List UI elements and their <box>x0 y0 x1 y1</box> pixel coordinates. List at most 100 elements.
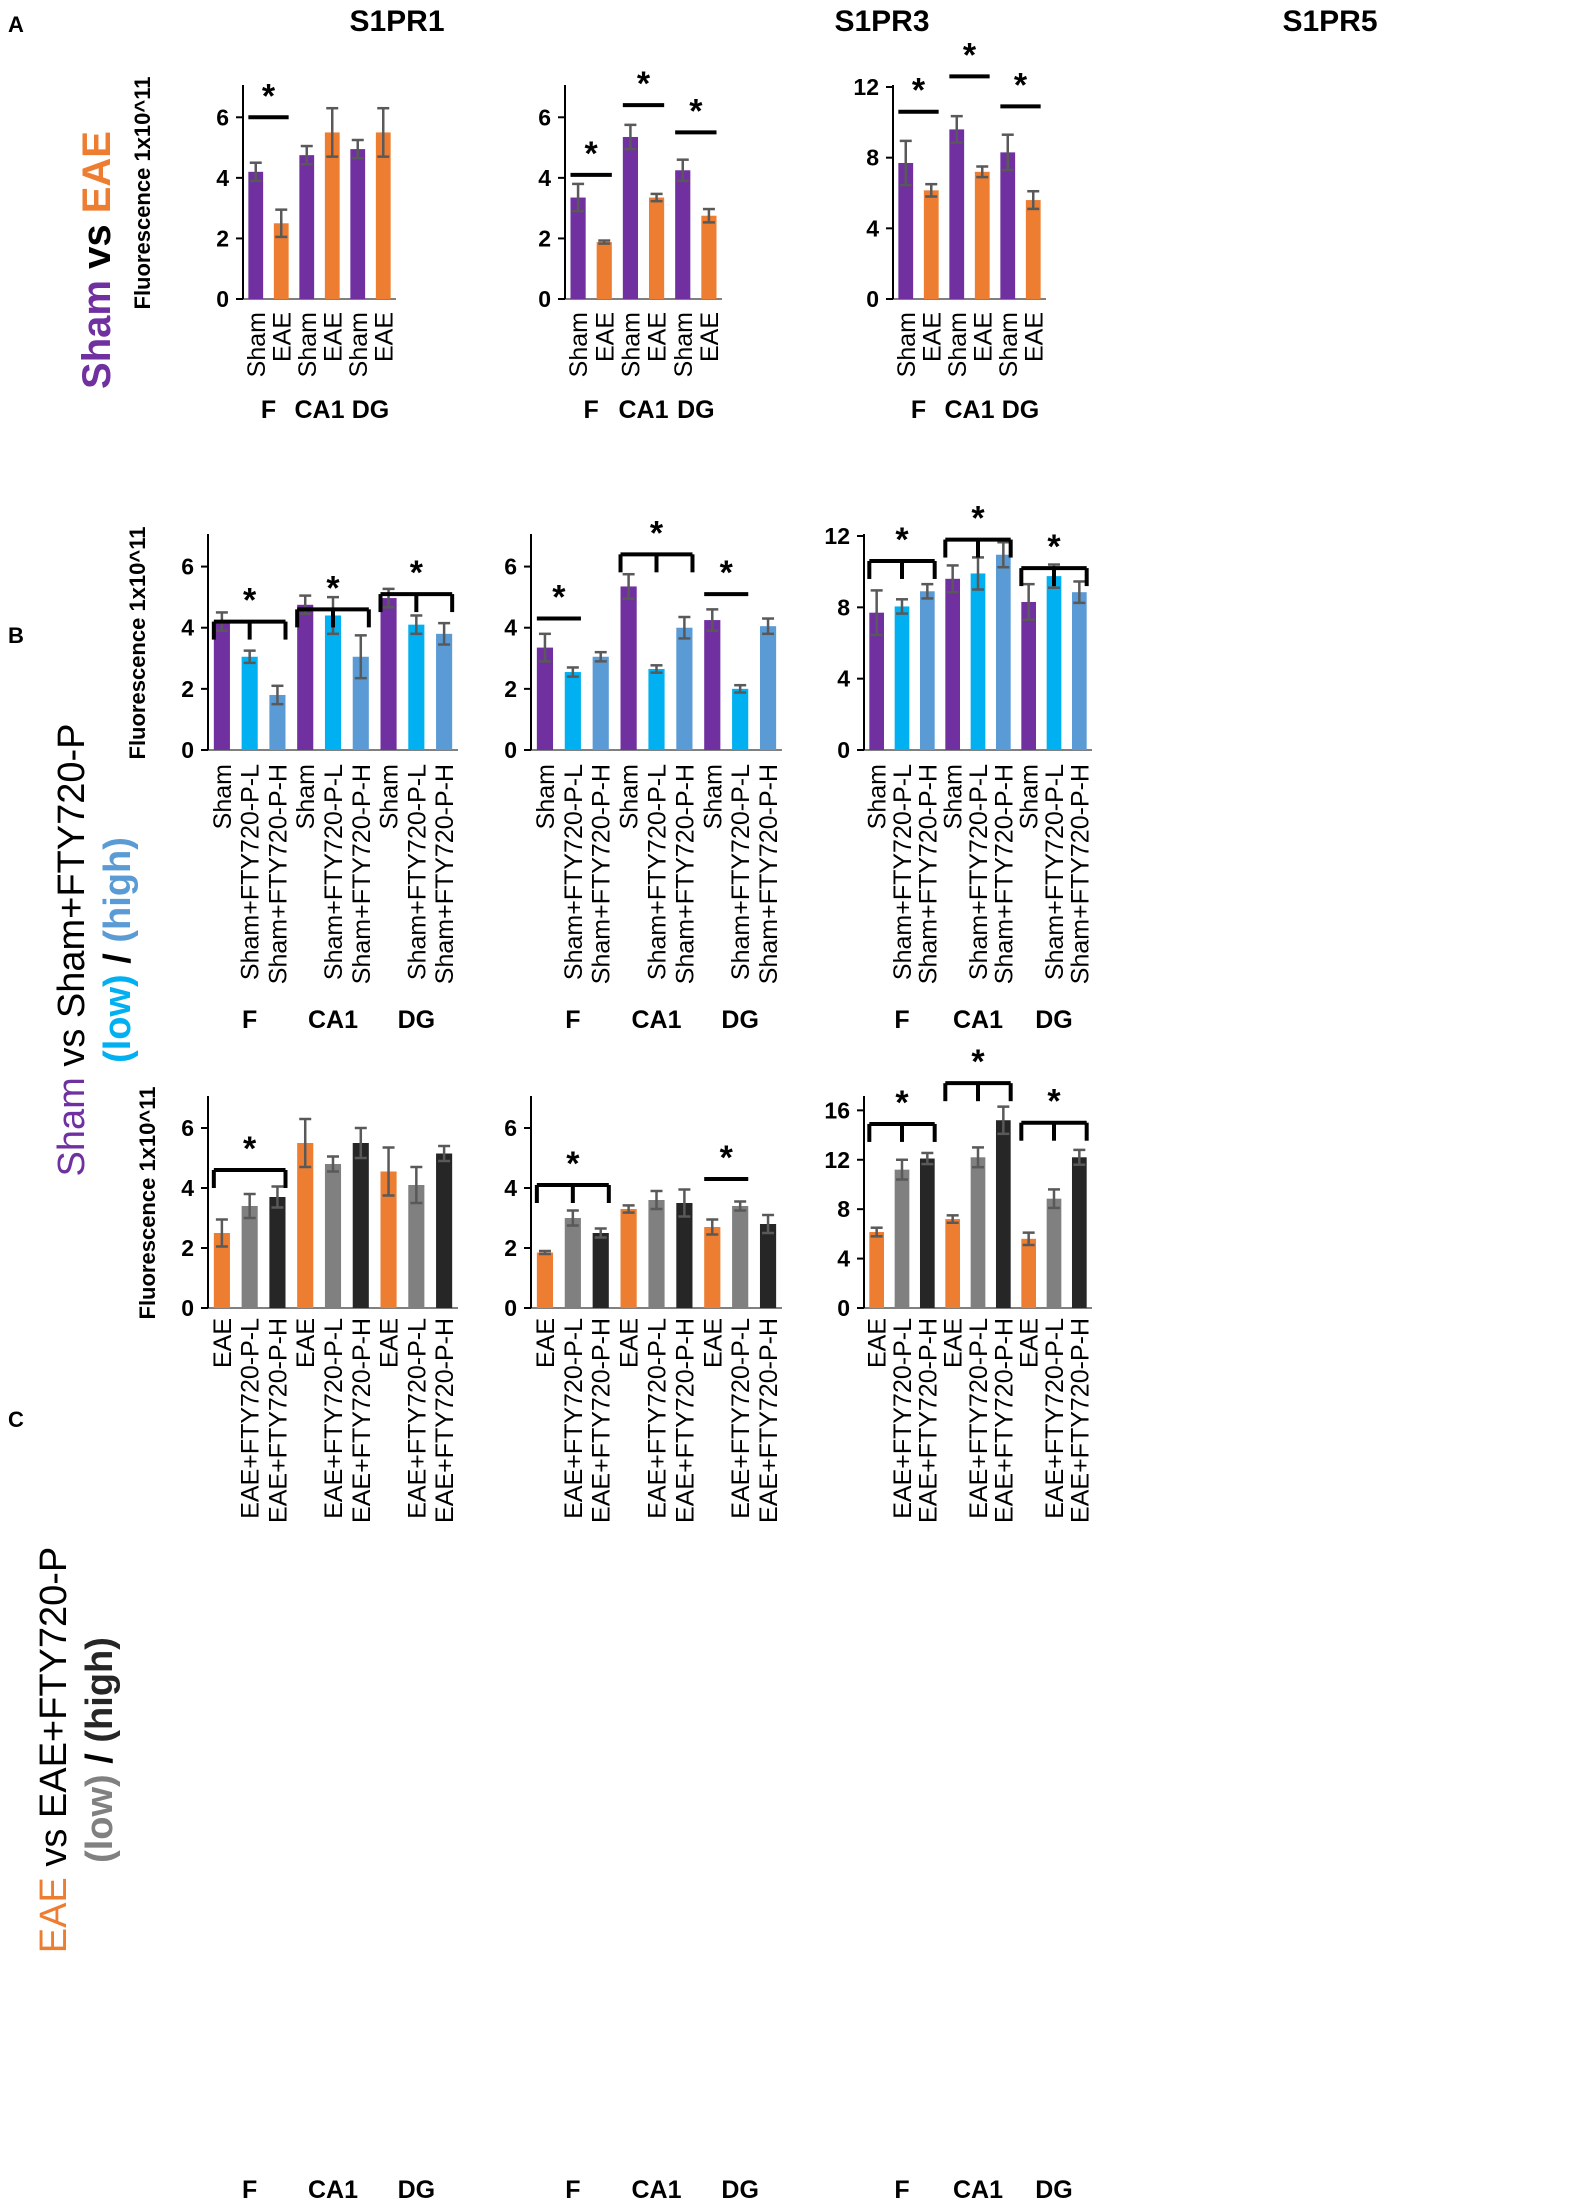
category-label: EAE <box>969 312 997 362</box>
bar <box>408 1185 425 1308</box>
category-label: EAE <box>292 1318 320 1368</box>
row-title-part: / <box>97 943 139 975</box>
row-title-sham-vs-fty-line2: (low) / (high) <box>97 837 139 1063</box>
chart-c-s1pr5: 0481216EAEEAE+FTY720-P-LEAE+FTY720-P-HEA… <box>824 1043 1094 2204</box>
row-title-eae-vs-fty-line2: (low) / (high) <box>79 1637 121 1863</box>
bar <box>592 656 609 750</box>
bar <box>894 1169 910 1308</box>
panel-letter-a: A <box>8 12 24 37</box>
bar <box>1046 1198 1062 1308</box>
bar <box>408 624 425 750</box>
bar <box>676 627 693 750</box>
category-label: Sham <box>292 764 320 829</box>
bar <box>869 1232 885 1308</box>
y-tick-label: 16 <box>824 1097 850 1123</box>
category-label: EAE+FTY720-P-L <box>644 1318 672 1519</box>
significance-star: * <box>1047 1083 1061 1121</box>
region-label: CA1 <box>294 396 344 424</box>
bar <box>380 1171 397 1308</box>
bar <box>269 694 286 750</box>
region-label: CA1 <box>308 2176 358 2204</box>
y-tick-label: 0 <box>504 737 517 763</box>
significance-star: * <box>1047 528 1061 566</box>
category-label: Sham <box>294 312 322 377</box>
y-tick-label: 8 <box>837 1196 850 1222</box>
significance-star: * <box>650 514 664 552</box>
category-label: EAE+FTY720-P-L <box>560 1318 588 1519</box>
bar <box>974 171 990 299</box>
region-label: CA1 <box>631 2176 681 2204</box>
category-label: EAE <box>319 312 347 362</box>
category-label: EAE+FTY720-P-L <box>889 1318 917 1519</box>
row-title-part: Sham <box>51 1077 93 1176</box>
title-s1pr5: S1PR5 <box>1282 5 1377 38</box>
bar <box>919 1158 935 1308</box>
y-tick-label: 2 <box>181 1235 194 1261</box>
region-label: DG <box>1002 396 1040 424</box>
category-label: Sham <box>893 312 921 377</box>
region-label: DG <box>721 2176 759 2204</box>
category-label: EAE+FTY720-P-L <box>237 1318 265 1519</box>
y-tick-label: 12 <box>824 523 850 549</box>
significance-star: * <box>637 65 651 103</box>
category-label: EAE+FTY720-P-H <box>1066 1318 1094 1523</box>
region-label: CA1 <box>308 1006 358 1034</box>
bar <box>248 171 264 299</box>
bar <box>1046 576 1062 750</box>
significance-star: * <box>912 72 926 110</box>
y-tick-label: 2 <box>216 225 229 251</box>
category-label: Sham <box>532 764 560 829</box>
category-label: Sham <box>944 312 972 377</box>
bar <box>648 1200 665 1308</box>
category-label: EAE <box>1020 312 1048 362</box>
category-label: Sham <box>1016 764 1044 829</box>
bar <box>732 688 749 750</box>
significance-star: * <box>585 135 599 173</box>
region-label: CA1 <box>631 1006 681 1034</box>
bar <box>536 1252 554 1308</box>
category-label: Sham+FTY720-P-H <box>1066 764 1094 984</box>
category-label: Sham+FTY720-P-H <box>914 764 942 984</box>
significance-star: * <box>895 1084 909 1122</box>
row-title-part: vs <box>75 213 119 280</box>
category-label: Sham+FTY720-P-L <box>644 764 672 980</box>
bar <box>995 554 1011 750</box>
bar <box>970 1157 986 1308</box>
category-label: EAE <box>209 1318 237 1368</box>
region-label: DG <box>1035 1006 1073 1034</box>
y-tick-label: 4 <box>866 215 879 241</box>
bar <box>622 136 639 299</box>
region-label: CA1 <box>953 1006 1003 1034</box>
y-tick-label: 12 <box>824 1147 850 1173</box>
bar <box>620 1209 637 1308</box>
y-tick-label: 8 <box>837 594 850 620</box>
bar <box>350 149 366 299</box>
bar <box>324 615 342 750</box>
category-label: EAE+FTY720-P-H <box>990 1318 1018 1523</box>
category-label: Sham <box>209 764 237 829</box>
y-axis-label: Fluorescence 1x10^11 <box>135 1087 160 1320</box>
category-label: EAE+FTY720-P-H <box>431 1318 459 1523</box>
category-label: EAE+FTY720-P-H <box>671 1318 699 1523</box>
category-label: Sham <box>670 312 698 377</box>
category-label: EAE <box>940 1318 968 1368</box>
bar <box>241 1206 258 1308</box>
bar <box>1021 601 1037 750</box>
category-label: Sham <box>940 764 968 829</box>
row-title-part: / <box>79 1743 121 1775</box>
category-label: Sham+FTY720-P-H <box>348 764 376 984</box>
category-label: Sham <box>243 312 271 377</box>
bar <box>704 1227 721 1308</box>
row-title-part: EAE <box>75 131 119 213</box>
y-tick-label: 0 <box>538 286 551 312</box>
category-label: Sham <box>376 764 404 829</box>
y-tick-label: 0 <box>837 1295 850 1321</box>
row-title-part: vs Sham+FTY720-P <box>51 723 93 1077</box>
category-label: Sham+FTY720-P-H <box>264 764 292 984</box>
region-label: F <box>894 2176 909 2204</box>
bar <box>436 633 453 750</box>
bar <box>704 620 721 750</box>
bar <box>352 656 369 750</box>
panel-letter-b: B <box>8 623 24 648</box>
